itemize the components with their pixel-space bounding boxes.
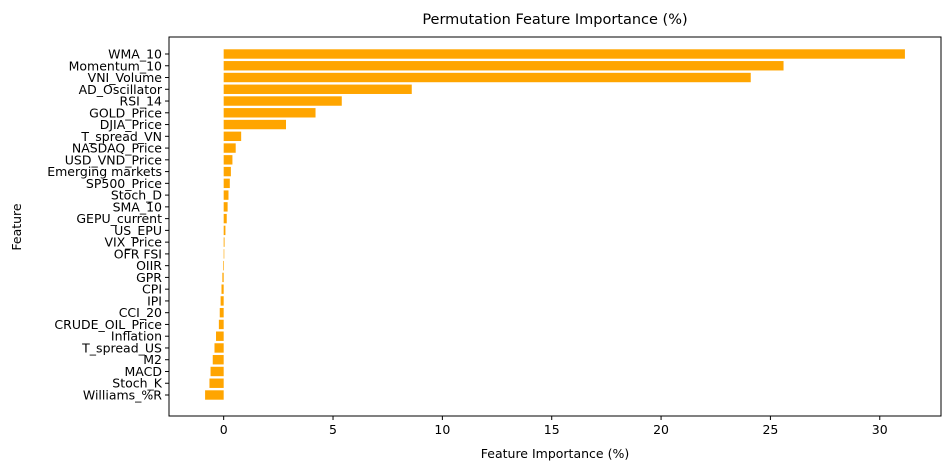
y-tick-label: DJIA_Price [100,117,163,132]
y-tick-label: T_spread_VN [80,129,162,144]
y-tick-labels: WMA_10Momentum_10VNI_VolumeAD_Oscillator… [47,47,169,403]
bar [214,343,224,353]
y-tick-label: Williams_%R [83,388,162,403]
y-tick-label: NASDAQ_Price [72,141,162,156]
bar [223,190,229,200]
bar [223,61,784,71]
bar [223,178,230,189]
bar [218,319,224,330]
y-tick-label: Inflation [111,329,162,344]
y-tick-label: US_EPU [114,223,162,238]
bar [219,307,224,318]
bar [220,296,224,306]
y-tick-label: OIIR [136,258,162,273]
y-tick-label: GOLD_Price [89,105,162,120]
y-tick-label: RSI_14 [120,94,163,109]
bar [205,390,224,400]
plot-frame [168,36,942,417]
y-tick-label: CCI_20 [119,305,162,320]
bar [223,260,224,271]
y-tick-label: WMA_10 [108,47,162,62]
y-tick-label: Momentum_10 [69,58,162,73]
x-tick-label: 5 [329,422,337,437]
x-tick-label: 25 [762,422,778,437]
y-tick-label: Stoch_K [112,376,163,391]
chart-title: Permutation Feature Importance (%) [422,12,687,28]
x-tick-label: 20 [653,422,669,437]
y-tick-label: T_spread_US [81,340,162,355]
y-tick-label: GEPU_current [76,211,162,226]
bar [223,202,228,212]
bar [222,272,224,283]
bar [210,366,224,377]
y-tick-label: CRUDE_OIL_Price [54,317,162,332]
y-tick-label: M2 [143,352,162,367]
y-axis-label: Feature [9,203,24,251]
y-tick-label: SP500_Price [86,176,162,191]
bar [223,237,225,247]
x-tick-label: 0 [220,422,228,437]
bar [223,213,227,224]
bar [221,284,224,294]
x-axis-label: Feature Importance (%) [481,446,629,461]
bar [223,249,225,259]
bar [216,331,224,341]
bar [223,108,316,118]
y-tick-label: OFR FSI [114,246,162,261]
bar [223,166,231,177]
bar [223,155,233,165]
bar [223,225,226,236]
bar [223,119,287,130]
bar [212,355,224,365]
x-tick-labels: 0 5 10 15 20 25 30 [220,416,888,437]
y-tick-label: IPI [147,293,162,308]
y-tick-label: AD_Oscillator [79,82,163,97]
bar [209,378,224,388]
y-tick-label: SMA_10 [113,199,162,214]
y-tick-label: VNI_Volume [88,70,163,85]
x-tick-label: 30 [872,422,888,437]
bar [223,131,242,142]
bar [223,96,342,106]
x-tick-label: 10 [434,422,450,437]
bar [223,143,236,153]
bar [223,72,751,83]
y-tick-label: VIX_Price [104,235,162,250]
y-tick-label: MACD [125,364,162,379]
y-tick-label: CPI [142,282,162,297]
bar [223,49,905,59]
bar [223,84,412,94]
y-tick-label: USD_VND_Price [65,152,163,167]
bar-series [205,49,905,400]
x-tick-label: 15 [544,422,560,437]
y-tick-label: GPR [136,270,162,285]
y-tick-label: Emerging markets [47,164,162,179]
y-tick-label: Stoch_D [111,188,162,203]
